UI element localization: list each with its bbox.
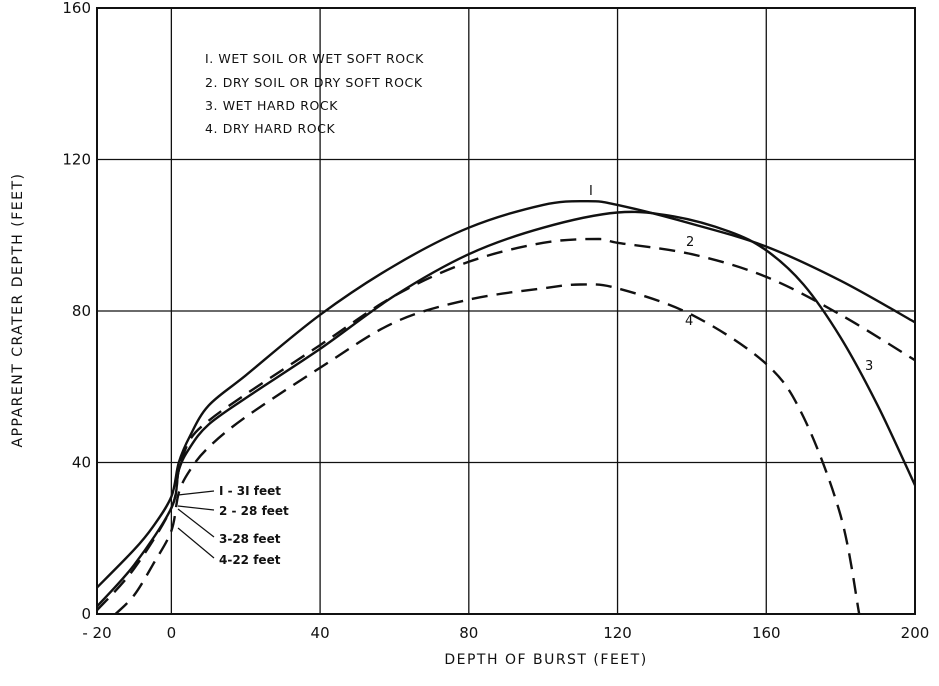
curve-labels: I 2 3 4 xyxy=(589,184,873,374)
x-tick-label: 120 xyxy=(603,624,632,642)
curve-label-1: I xyxy=(589,184,593,199)
legend-entry-2: 2. DRY SOIL OR DRY SOFT ROCK xyxy=(205,75,423,90)
x-tick-label: 200 xyxy=(901,624,930,642)
annotation-arrow-1 xyxy=(177,490,215,496)
x-tick-labels: - 20 0 40 80 120 160 200 xyxy=(82,624,929,642)
y-tick-label: 0 xyxy=(81,605,91,623)
annotation-arrow-4 xyxy=(177,527,215,559)
y-tick-label: 120 xyxy=(62,151,91,169)
series-line-1 xyxy=(96,199,916,589)
x-tick-label: 0 xyxy=(167,624,177,642)
curve-label-3: 3 xyxy=(865,359,873,374)
annotation-2: 2 - 28 feet xyxy=(219,504,289,518)
chart-curves xyxy=(96,199,917,615)
legend: I. WET SOIL OR WET SOFT ROCK 2. DRY SOIL… xyxy=(205,51,424,136)
y-tick-label: 80 xyxy=(72,302,91,320)
legend-entry-1: I. WET SOIL OR WET SOFT ROCK xyxy=(205,51,424,66)
x-tick-label: - 20 xyxy=(82,624,111,642)
legend-entry-3: 3. WET HARD ROCK xyxy=(205,98,338,113)
annotation-4: 4-22 feet xyxy=(219,553,281,567)
curve-label-4: 4 xyxy=(685,314,693,329)
x-tick-label: 160 xyxy=(752,624,781,642)
series-line-3 xyxy=(96,210,917,608)
plot-frame xyxy=(96,7,916,615)
series-line-4 xyxy=(114,283,861,615)
annotation-3: 3-28 feet xyxy=(219,532,281,546)
legend-entry-4: 4. DRY HARD ROCK xyxy=(205,121,336,136)
y-tick-label: 40 xyxy=(72,454,91,472)
annotation-arrow-2 xyxy=(177,505,215,511)
x-tick-label: 40 xyxy=(311,624,330,642)
x-axis-title: DEPTH OF BURST (FEET) xyxy=(444,652,647,668)
curve-label-2: 2 xyxy=(686,235,694,250)
x-tick-label: 80 xyxy=(459,624,478,642)
intercept-annotations: I - 3I feet 2 - 28 feet 3-28 feet 4-22 f… xyxy=(177,484,289,567)
annotation-1: I - 3I feet xyxy=(219,484,281,498)
y-axis-title: APPARENT CRATER DEPTH (FEET) xyxy=(10,172,26,447)
y-tick-labels: 0 40 80 120 160 xyxy=(62,0,91,623)
annotation-arrow-3 xyxy=(177,508,215,538)
y-tick-label: 160 xyxy=(62,0,91,17)
